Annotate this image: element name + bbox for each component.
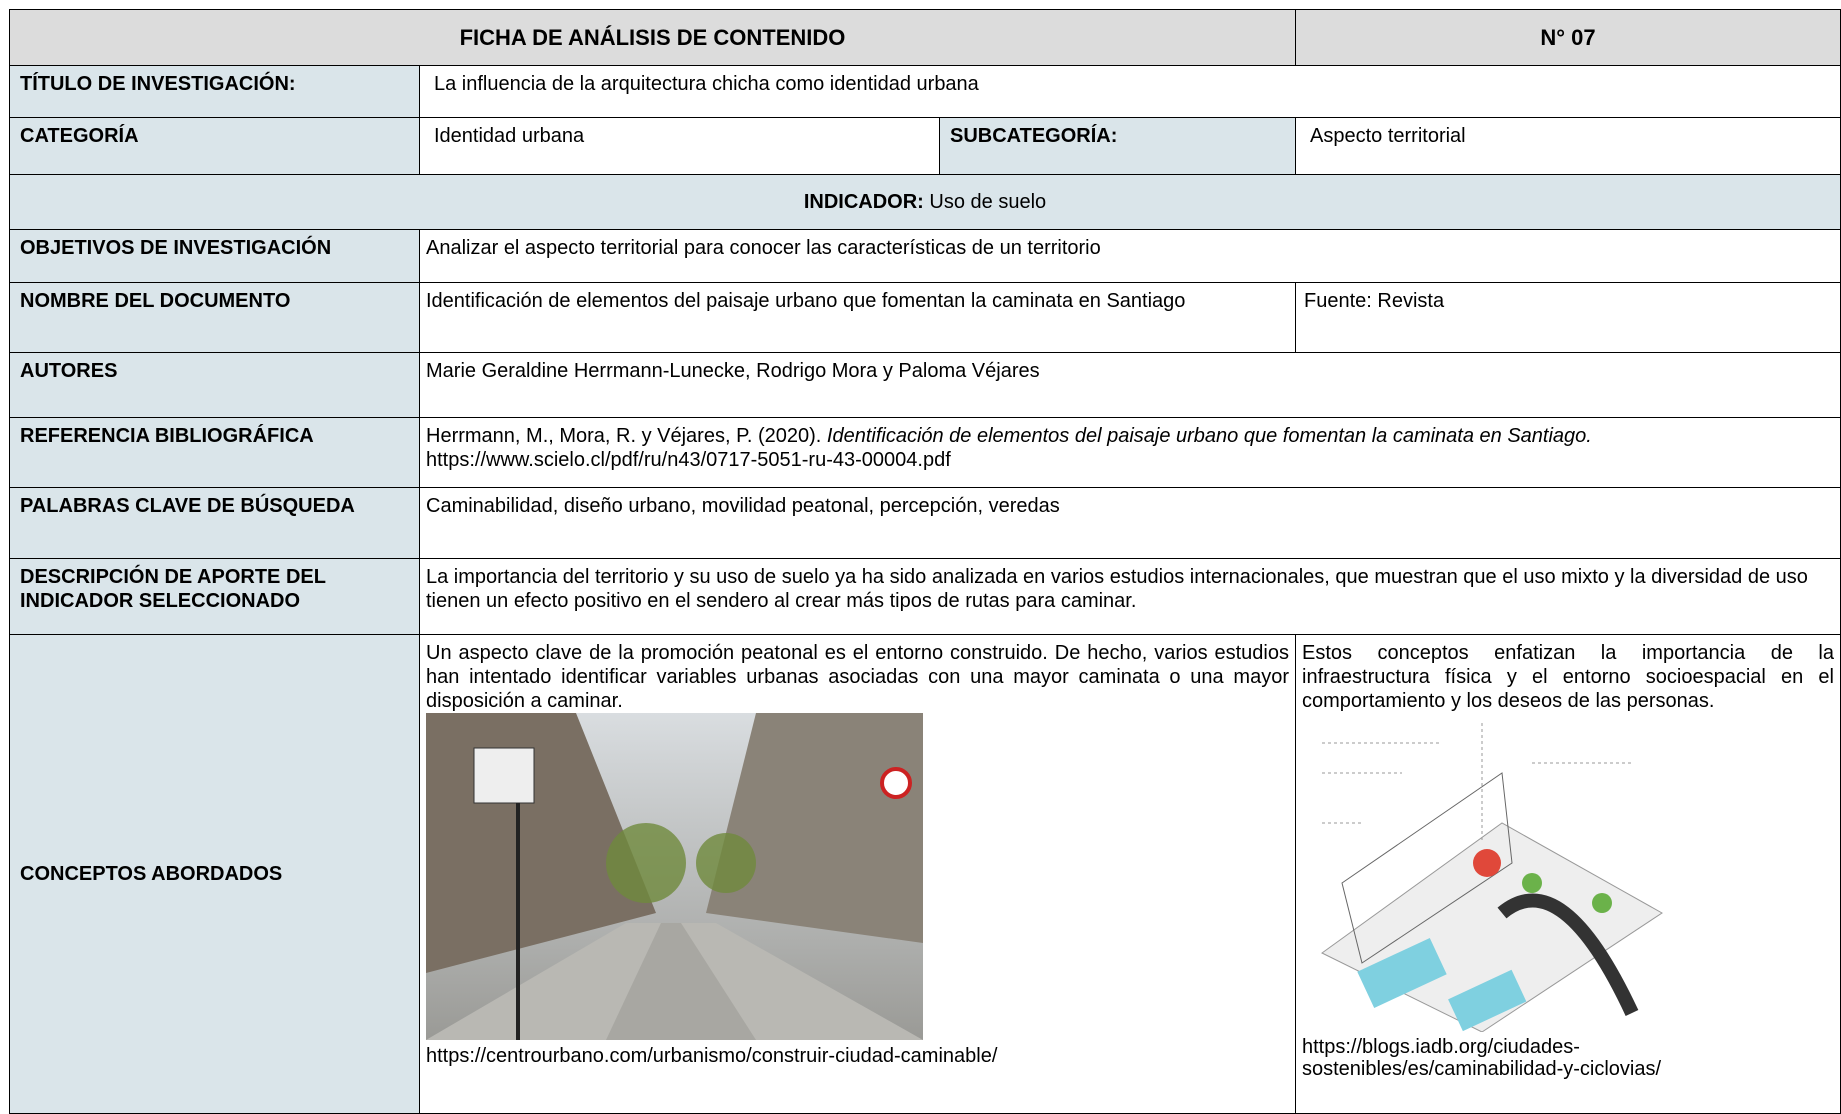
indicator: INDICADOR: Uso de suelo — [9, 174, 1841, 230]
concept-right: Estos conceptos enfatizan la importancia… — [1295, 634, 1841, 1114]
value: Identificación de elementos del paisaje … — [419, 282, 1296, 353]
value: Herrmann, M., Mora, R. y Véjares, P. (20… — [419, 417, 1841, 488]
label: SUBCATEGORÍA: — [939, 117, 1296, 175]
concept-left: Un aspecto clave de la promoción peatona… — [419, 634, 1296, 1114]
value: Identidad urbana — [419, 117, 940, 175]
value: Fuente: Revista — [1295, 282, 1841, 353]
value: Marie Geraldine Herrmann-Lunecke, Rodrig… — [419, 352, 1841, 418]
label: PALABRAS CLAVE DE BÚSQUEDA — [9, 487, 420, 559]
ref-authors: Herrmann, M., Mora, R. y Véjares, P. (20… — [426, 425, 822, 447]
ref-work: Identificación de elementos del paisaje … — [826, 425, 1592, 447]
header-title: FICHA DE ANÁLISIS DE CONTENIDO — [9, 9, 1296, 66]
concept-text: Un aspecto clave de la promoción peatona… — [426, 642, 1289, 712]
label: INDICADOR: — [803, 191, 924, 213]
label: CATEGORÍA — [9, 117, 420, 175]
concept-text: Estos conceptos enfatizan la importancia… — [1302, 642, 1834, 712]
label: TÍTULO DE INVESTIGACIÓN: — [9, 65, 420, 118]
value: La influencia de la arquitectura chicha … — [419, 65, 1841, 118]
value: La importancia del territorio y su uso d… — [419, 558, 1841, 635]
ref-url: https://www.scielo.cl/pdf/ru/n43/0717-50… — [426, 449, 951, 471]
label: NOMBRE DEL DOCUMENTO — [9, 282, 420, 353]
value: Caminabilidad, diseño urbano, movilidad … — [419, 487, 1841, 559]
label: AUTORES — [9, 352, 420, 418]
label: REFERENCIA BIBLIOGRÁFICA — [9, 417, 420, 488]
caption: https://centrourbano.com/urbanismo/const… — [426, 1045, 998, 1067]
label: OBJETIVOS DE INVESTIGACIÓN — [9, 229, 420, 283]
header-number: N° 07 — [1295, 9, 1841, 66]
caption: https://blogs.iadb.org/ciudades-sostenib… — [1302, 1036, 1662, 1080]
value: Analizar el aspecto territorial para con… — [419, 229, 1841, 283]
label: DESCRIPCIÓN DE APORTE DEL INDICADOR SELE… — [9, 558, 420, 635]
diagram-image — [1302, 713, 1668, 1032]
label: CONCEPTOS ABORDADOS — [9, 634, 420, 1114]
value: Uso de suelo — [929, 191, 1047, 213]
street-photo — [426, 713, 923, 1040]
value: Aspecto territorial — [1295, 117, 1841, 175]
